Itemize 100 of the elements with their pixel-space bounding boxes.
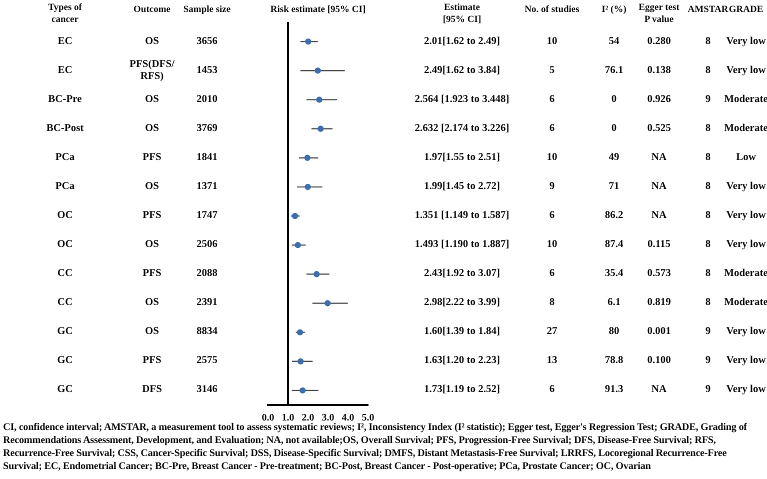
text: Very low [726, 239, 766, 252]
text: Very low [726, 326, 766, 338]
text: I² (%) [602, 4, 626, 16]
text: OS [144, 326, 160, 338]
text: 6.1 [607, 297, 621, 310]
text: Outcome [134, 4, 170, 16]
text: 8 [549, 297, 555, 310]
text: Very low [726, 180, 766, 193]
text: 1453 [196, 64, 218, 77]
text: OS [144, 122, 160, 135]
text: BC-Pre [48, 94, 82, 106]
text: 0.138 [647, 64, 671, 77]
text: 86.2 [604, 210, 624, 222]
text: GC [57, 384, 73, 396]
text: PCa [55, 152, 75, 164]
x-tick-label: 3.0 [322, 412, 334, 424]
x-tick-label: 4.0 [342, 412, 354, 424]
text: Very low [726, 384, 766, 396]
text: 0 [611, 122, 617, 135]
text: 6 [549, 210, 555, 222]
text: NA [651, 384, 667, 396]
text: 9 [705, 355, 711, 368]
text: 8 [705, 122, 711, 135]
text: GRADE [728, 4, 764, 16]
text: PFS(DFS/ RFS) [128, 58, 176, 83]
text: 1.351 [1.149 to 1.587] [414, 210, 510, 222]
text: 8 [705, 210, 711, 222]
x-tick-label: 0.0 [262, 412, 274, 424]
text: 0.100 [647, 355, 671, 368]
text: 0.926 [647, 94, 671, 106]
text: 5 [549, 64, 555, 77]
text: 91.3 [604, 384, 624, 396]
text: PFS [142, 268, 162, 280]
chart-title: Risk estimate [95% CI] [270, 4, 366, 16]
text: 27 [546, 326, 558, 338]
text: OC [57, 239, 73, 252]
text: 2.564 [1.923 to 3.448] [414, 94, 510, 106]
text: 3769 [196, 122, 218, 135]
text: Very low [726, 36, 766, 48]
text: PFS [142, 210, 162, 222]
text: 10 [546, 152, 558, 164]
x-tick-label: 1.0 [282, 412, 294, 424]
text: Very low [726, 210, 766, 222]
text: 9 [549, 180, 555, 193]
text: 8 [705, 180, 711, 193]
text: 8 [705, 268, 711, 280]
text: OS [144, 180, 160, 193]
text: 2391 [196, 297, 218, 310]
text: AMSTAR [688, 4, 728, 16]
text: 8 [705, 239, 711, 252]
text: NA [651, 180, 667, 193]
text: 9 [705, 384, 711, 396]
text: 9 [705, 94, 711, 106]
text: 76.1 [604, 64, 624, 77]
text: OS [144, 239, 160, 252]
text: OS [144, 297, 160, 310]
x-tick-label: 2.0 [302, 412, 314, 424]
text: 6 [549, 94, 555, 106]
text: 1.73[1.19 to 2.52] [424, 384, 500, 396]
text: NA [651, 152, 667, 164]
text: 8 [705, 297, 711, 310]
text: OC [57, 210, 73, 222]
text: CI, confidence interval; AMSTAR, a measurement tool to assess systematic reviews; I², Inconsistency Index (I² statistic); Egger test, Egger's Regression Test; GRADE, Grading of Recommendations Assessment, Development, and Evaluation; NA, not available;OS, Overall Survival; PFS, Progression-Free Survival; DFS, Disease-Free Survival; RFS, Recurrence-Free Survival; CSS, Cancer-Specific Survival; DSS, Disease-Specific Survival; DMFS, Distant Metastasis-Free Survival; LRRFS, Locoregional Recurrence-Free Survival; EC, Endometrial Cancer; BC-Pre, Breast Cancer - Pre-treatment; BC-Post, Breast Cancer - Post-operative; PCa, Prostate Cancer; OC, Ovarian [3, 421, 748, 473]
text: EC [58, 64, 72, 77]
text: 8 [705, 64, 711, 77]
text: No. of studies [524, 4, 580, 16]
x-tick-label: 5.0 [362, 412, 374, 424]
text: 9 [705, 326, 711, 338]
text: 2.98[2.22 to 3.99] [424, 297, 500, 310]
text: NA [651, 210, 667, 222]
text: GC [57, 326, 73, 338]
text: 2506 [196, 239, 218, 252]
text: 0.573 [647, 268, 671, 280]
text: 1.99[1.45 to 2.72] [424, 180, 500, 193]
text: Types of cancer [47, 2, 83, 26]
text: 2.01[1.62 to 2.49] [424, 36, 500, 48]
text: 2.49[1.62 to 3.84] [424, 64, 500, 77]
text: 1.63[1.20 to 2.23] [424, 355, 500, 368]
text: Egger test P value [638, 2, 680, 26]
text: Very low [726, 64, 766, 77]
text: 2.632 [2.174 to 3.226] [414, 122, 510, 135]
text: EC [58, 36, 72, 48]
text: GC [57, 355, 73, 368]
text: 0.525 [647, 122, 671, 135]
text: 0.115 [647, 239, 671, 252]
text: 2.43[1.92 to 3.07] [424, 268, 500, 280]
text: 71 [608, 180, 620, 193]
text: BC-Post [46, 122, 84, 135]
text: Low [736, 152, 756, 164]
text: 8 [705, 152, 711, 164]
text: 1841 [196, 152, 218, 164]
text: 8834 [196, 326, 218, 338]
text: CC [57, 268, 73, 280]
text: 1747 [196, 210, 218, 222]
text: DFS [142, 384, 162, 396]
text: 1.60[1.39 to 1.84] [424, 326, 500, 338]
text: 49 [608, 152, 620, 164]
text: PFS [142, 355, 162, 368]
text: 35.4 [604, 268, 624, 280]
text: 10 [546, 36, 558, 48]
